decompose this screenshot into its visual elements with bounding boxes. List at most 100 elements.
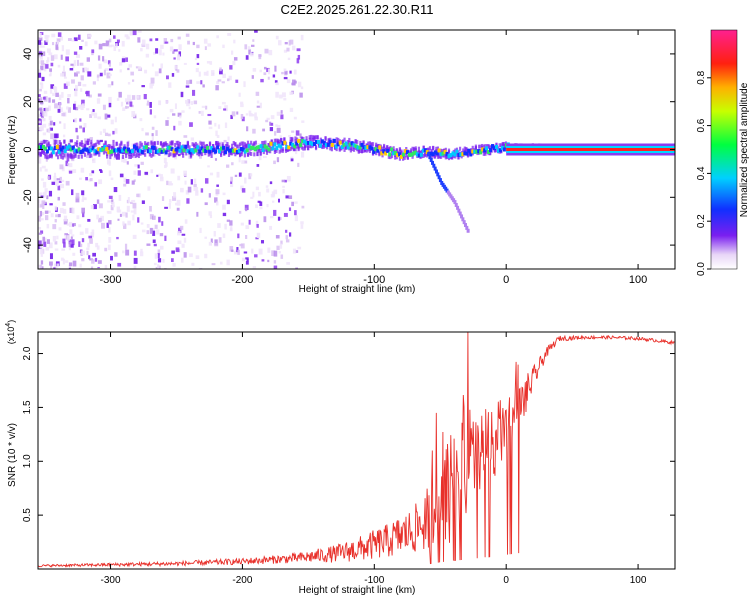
- spectrogram-speckle: [80, 243, 83, 248]
- spectrogram-band-cell: [98, 140, 101, 145]
- spectrogram-speckle: [267, 68, 271, 75]
- spectrogram-speckle: [227, 33, 232, 36]
- spectrogram-band-cell: [39, 153, 42, 158]
- spectrogram-speckle: [62, 258, 65, 265]
- spectrogram-speckle: [177, 112, 182, 117]
- spectrogram-band-cell: [417, 146, 421, 151]
- spectrogram-speckle: [48, 190, 53, 197]
- spectrogram-core-cell: [164, 150, 168, 155]
- spectrogram-speckle: [216, 184, 219, 187]
- spectrogram-speckle: [49, 70, 52, 76]
- spectrogram-band-cell: [324, 135, 327, 140]
- spectrogram-band-cell: [128, 154, 131, 159]
- spectrogram-core-cell: [364, 145, 368, 150]
- spectrogram-speckle: [271, 250, 275, 257]
- spectrogram-speckle: [153, 243, 157, 247]
- spectrogram-speckle: [215, 189, 220, 195]
- spectrogram-band-cell: [80, 140, 83, 145]
- spectrogram-speckle: [104, 247, 108, 252]
- spectrogram-speckle: [172, 262, 176, 267]
- spectrogram-speckle: [39, 53, 43, 60]
- spectrogram-band-cell: [61, 150, 64, 155]
- spectrogram-band-cell: [139, 151, 142, 156]
- spectrogram-speckle: [118, 91, 122, 98]
- spectrogram-speckle: [51, 33, 56, 38]
- spectrogram-speckle: [166, 180, 169, 186]
- spectrogram-speckle: [236, 111, 239, 115]
- spectrogram-speckle: [91, 53, 94, 56]
- spectrogram-speckle: [208, 211, 212, 216]
- spectrogram-speckle: [49, 127, 54, 131]
- spectrogram-speckle: [254, 116, 258, 121]
- spectrogram-speckle: [279, 94, 283, 99]
- spectrogram-speckle: [226, 219, 230, 222]
- spectrogram-speckle: [154, 253, 159, 259]
- spectrogram-speckle: [60, 73, 65, 77]
- spectrogram-speckle: [74, 106, 79, 111]
- snr-xtick-label: 100: [630, 575, 647, 586]
- spectrogram-branch-cell: [436, 172, 440, 177]
- spectrogram-speckle: [40, 218, 44, 221]
- spectrogram-speckle: [245, 225, 250, 230]
- spectrogram-speckle: [97, 116, 101, 120]
- spectrogram-core-cell: [67, 144, 71, 149]
- spectrogram-speckle: [52, 235, 57, 242]
- spectrogram-speckle: [48, 73, 52, 77]
- spectrogram-speckle: [136, 193, 140, 198]
- spectrogram-speckle: [196, 54, 200, 59]
- spectrogram-speckle: [178, 120, 182, 126]
- spectrogram-speckle: [119, 62, 123, 66]
- spectrogram-speckle: [48, 128, 51, 134]
- spectrogram-speckle: [89, 238, 93, 244]
- spectrogram-core-cell: [485, 146, 489, 151]
- spectrogram-speckle: [51, 99, 56, 103]
- spectrogram-speckle: [73, 223, 76, 227]
- spectrogram-speckle: [71, 39, 75, 42]
- spectrogram-speckle: [196, 44, 200, 49]
- spectrogram-speckle: [54, 219, 57, 223]
- spectrogram-band-cell: [115, 154, 118, 159]
- spectrogram-band-cell: [55, 152, 58, 157]
- spectrogram-speckle: [128, 99, 132, 104]
- spectrogram-speckle: [97, 267, 101, 269]
- spectrogram-band-cell: [308, 143, 311, 148]
- spectrogram-core-cell: [463, 151, 467, 156]
- spectrogram-speckle: [185, 85, 190, 88]
- spectrogram-band-cell: [367, 147, 370, 152]
- spectrogram-band-cell: [394, 153, 397, 158]
- spectrogram-core-cell: [273, 142, 277, 147]
- spectrogram-band-cell: [44, 152, 47, 157]
- spectrogram-band-cell: [74, 141, 77, 146]
- spectrogram-core-cell: [455, 149, 459, 154]
- spectrogram-band-cell: [226, 144, 229, 149]
- spectrogram-core-cell: [334, 144, 338, 149]
- spectrogram-speckle: [111, 204, 115, 208]
- spectrogram-speckle: [232, 60, 236, 66]
- spectrogram-core-cell: [184, 144, 188, 149]
- spectrogram-band-cell: [261, 140, 264, 145]
- spectrogram-speckle: [284, 70, 288, 75]
- spectrogram-speckle: [255, 220, 259, 227]
- spectrogram-core-cell: [109, 149, 113, 154]
- spectrogram-band-cell: [262, 150, 265, 155]
- spectrogram-speckle: [61, 248, 66, 251]
- spectrogram-speckle: [216, 171, 220, 178]
- spectrogram-speckle: [190, 137, 195, 141]
- spectrogram-speckle: [184, 180, 187, 185]
- spectrogram-speckle: [170, 168, 175, 174]
- spectrogram-speckle: [42, 236, 46, 242]
- spectrogram-speckle: [169, 108, 174, 113]
- spectrogram-band-cell: [45, 155, 49, 160]
- spectrogram-speckle: [71, 79, 75, 84]
- spectrogram-speckle: [42, 64, 46, 70]
- spectrogram-speckle: [122, 56, 126, 60]
- spectrogram-speckle: [106, 159, 111, 165]
- spectrogram-speckle: [124, 98, 128, 103]
- spectrogram-speckle: [168, 82, 172, 88]
- spectrogram-branch-cell: [433, 166, 437, 171]
- spectrogram-speckle: [104, 68, 109, 72]
- spectrogram-speckle: [108, 102, 112, 108]
- spectrogram-band-cell: [139, 144, 142, 149]
- spectrogram-core-cell: [421, 148, 425, 153]
